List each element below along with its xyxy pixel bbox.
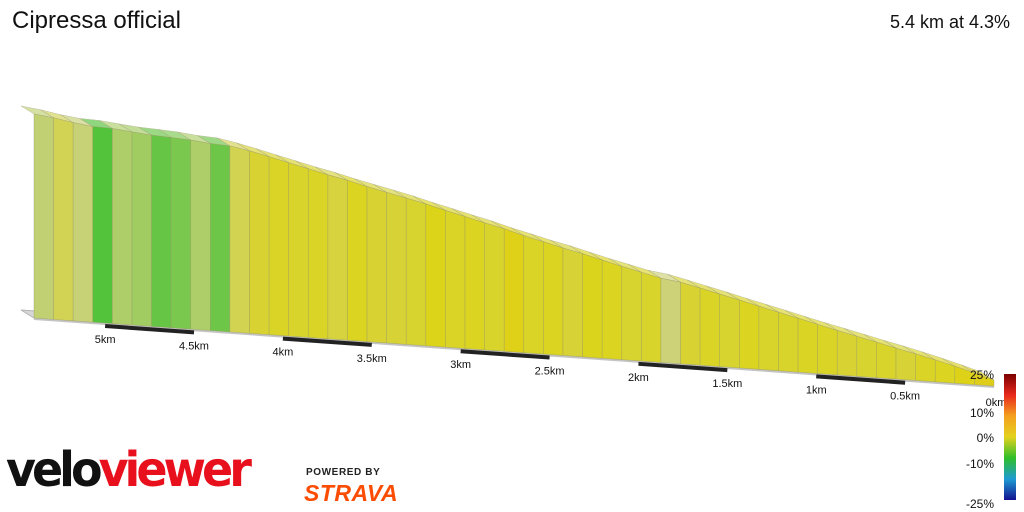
profile-segment bbox=[797, 317, 818, 374]
elevation-profile: 5km 4.5km 4km 3.5km 3km 2.5km 2km 1.5km 1km 0.5km… bbox=[20, 105, 1007, 409]
profile-segment bbox=[288, 162, 309, 338]
profile-segment bbox=[464, 216, 485, 351]
km-marker bbox=[282, 336, 372, 347]
profile-segment bbox=[641, 271, 662, 363]
profile-segment bbox=[386, 191, 407, 345]
legend-label: 10% bbox=[969, 406, 994, 420]
profile-segment bbox=[699, 287, 721, 367]
profile-segment bbox=[307, 168, 329, 340]
strava-logo: STRAVA bbox=[304, 480, 399, 506]
x-tick-label: 0km bbox=[986, 397, 1007, 409]
profile-segment bbox=[621, 265, 642, 362]
profile-segment bbox=[151, 134, 172, 329]
km-marker bbox=[816, 374, 906, 385]
profile-segment bbox=[836, 330, 858, 377]
veloviewer-logo: veloviewer bbox=[6, 445, 252, 493]
legend-label: 25% bbox=[969, 368, 994, 382]
x-tick-label: 3km bbox=[450, 359, 471, 371]
x-tick-label: 5km bbox=[95, 334, 116, 346]
profile-segment bbox=[170, 137, 192, 330]
profile-segment bbox=[92, 126, 113, 324]
x-tick-label: 0.5km bbox=[890, 391, 920, 403]
km-marker bbox=[104, 324, 195, 335]
profile-segment bbox=[562, 247, 583, 358]
profile-segment bbox=[974, 372, 995, 387]
profile-segment bbox=[484, 222, 505, 352]
profile-segment bbox=[210, 143, 231, 333]
gradient-legend: 25% 10% 0% -10% -25% bbox=[940, 366, 1024, 512]
x-tick-label: 1km bbox=[806, 384, 827, 396]
profile-segment bbox=[719, 293, 740, 369]
profile-segment bbox=[33, 113, 54, 320]
profile-segment bbox=[758, 305, 779, 372]
x-tick-label: 2km bbox=[628, 372, 649, 384]
profile-segment bbox=[229, 145, 250, 334]
legend-colour-bar bbox=[1004, 374, 1016, 500]
logo-viewer: viewer bbox=[98, 440, 252, 498]
profile-segment bbox=[543, 241, 564, 356]
profile-segment bbox=[112, 128, 133, 326]
profile-segment bbox=[131, 131, 152, 327]
profile-segment bbox=[817, 323, 838, 376]
x-tick-label: 4km bbox=[272, 347, 293, 359]
profile-segment bbox=[53, 117, 74, 322]
profile-segment bbox=[739, 299, 760, 370]
powered-by-label: POWERED BY bbox=[306, 467, 381, 478]
profile-segment bbox=[347, 179, 368, 342]
profile-segment bbox=[660, 277, 681, 365]
profile-segment bbox=[856, 335, 877, 378]
km-marker bbox=[638, 361, 728, 373]
km-marker bbox=[460, 349, 550, 360]
profile-segment bbox=[582, 253, 603, 359]
legend-label: 0% bbox=[976, 431, 994, 445]
x-tick-label: 2.5km bbox=[535, 366, 565, 378]
profile-segment bbox=[405, 197, 427, 347]
x-tick-label: 3.5km bbox=[357, 353, 387, 365]
profile-segment bbox=[778, 311, 799, 373]
climb-summary: 5.4 km at 4.3% bbox=[889, 12, 1010, 32]
profile-segment bbox=[895, 347, 916, 381]
logo-velo: velo bbox=[6, 440, 103, 498]
profile-segment bbox=[327, 174, 348, 341]
profile-segment bbox=[523, 235, 544, 355]
chart-title: Cipressa official bbox=[12, 7, 181, 34]
profile-segment bbox=[680, 281, 701, 366]
profile-segment bbox=[445, 209, 466, 349]
profile-segment bbox=[425, 203, 446, 348]
profile-segment bbox=[268, 156, 289, 337]
profile-segment bbox=[72, 122, 94, 323]
profile-segment bbox=[601, 259, 623, 360]
legend-label: -25% bbox=[965, 497, 994, 511]
profile-segment bbox=[503, 228, 525, 354]
legend-label: -10% bbox=[965, 457, 994, 471]
x-tick-label: 1.5km bbox=[712, 378, 742, 390]
profile-segment bbox=[876, 341, 897, 380]
profile-segment bbox=[249, 150, 270, 335]
profile-segment bbox=[190, 139, 211, 331]
profile-segment bbox=[366, 186, 387, 344]
x-tick-label: 4.5km bbox=[179, 340, 209, 352]
